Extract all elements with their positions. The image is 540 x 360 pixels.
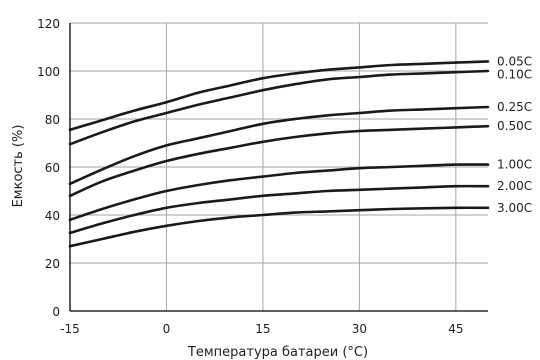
- series-label: 0.05C: [497, 54, 532, 68]
- series-line-0-50c: [68, 124, 490, 198]
- x-tick-label: 30: [352, 322, 367, 336]
- series-line-2-00c: [68, 184, 490, 235]
- series-line-1-00c: [68, 163, 490, 222]
- x-tick-label: 0: [163, 322, 171, 336]
- series-label: 1.00C: [497, 158, 532, 172]
- y-axis-title: Емкость (%): [11, 125, 26, 208]
- y-tick-label: 60: [45, 161, 60, 175]
- series-line-0-10c: [68, 69, 490, 146]
- series-label: 0.10C: [497, 67, 532, 81]
- series-label: 2.00C: [497, 179, 532, 193]
- x-axis-title: Температура батареи (°C): [187, 345, 368, 360]
- y-tick-label: 40: [45, 209, 60, 223]
- y-tick-label: 20: [45, 257, 60, 271]
- y-tick-label: 80: [45, 113, 60, 127]
- x-tick-label: -15: [60, 322, 80, 336]
- x-tick-label: 45: [448, 322, 463, 336]
- y-tick-label: 120: [37, 17, 60, 31]
- y-tick-label: 0: [52, 305, 60, 319]
- y-tick-label: 100: [37, 65, 60, 79]
- series-label: 0.50C: [497, 119, 532, 133]
- series-label: 0.25C: [497, 100, 532, 114]
- series-line-0-25c: [68, 105, 490, 186]
- series-line-3-00c: [68, 206, 490, 248]
- series-lines: [68, 60, 490, 248]
- series-label: 3.00C: [497, 201, 532, 215]
- series-line-0-05c: [68, 60, 490, 132]
- x-tick-label: 15: [255, 322, 270, 336]
